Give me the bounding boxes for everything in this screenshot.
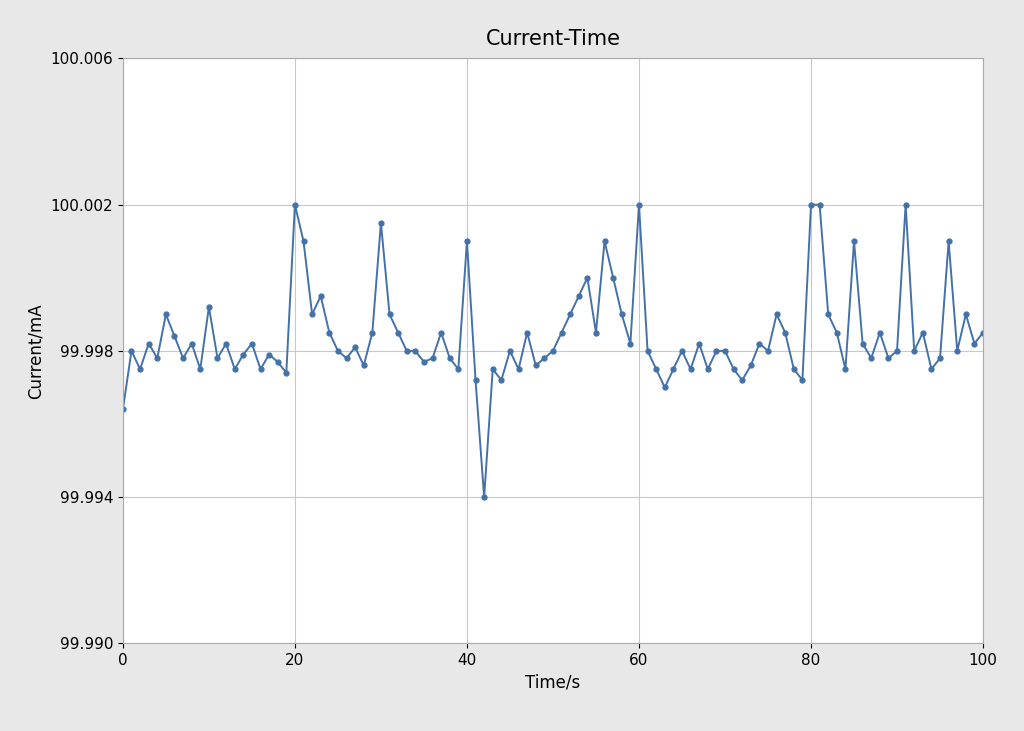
Title: Current-Time: Current-Time — [485, 29, 621, 48]
X-axis label: Time/s: Time/s — [525, 673, 581, 692]
Y-axis label: Current/mA: Current/mA — [27, 303, 45, 398]
